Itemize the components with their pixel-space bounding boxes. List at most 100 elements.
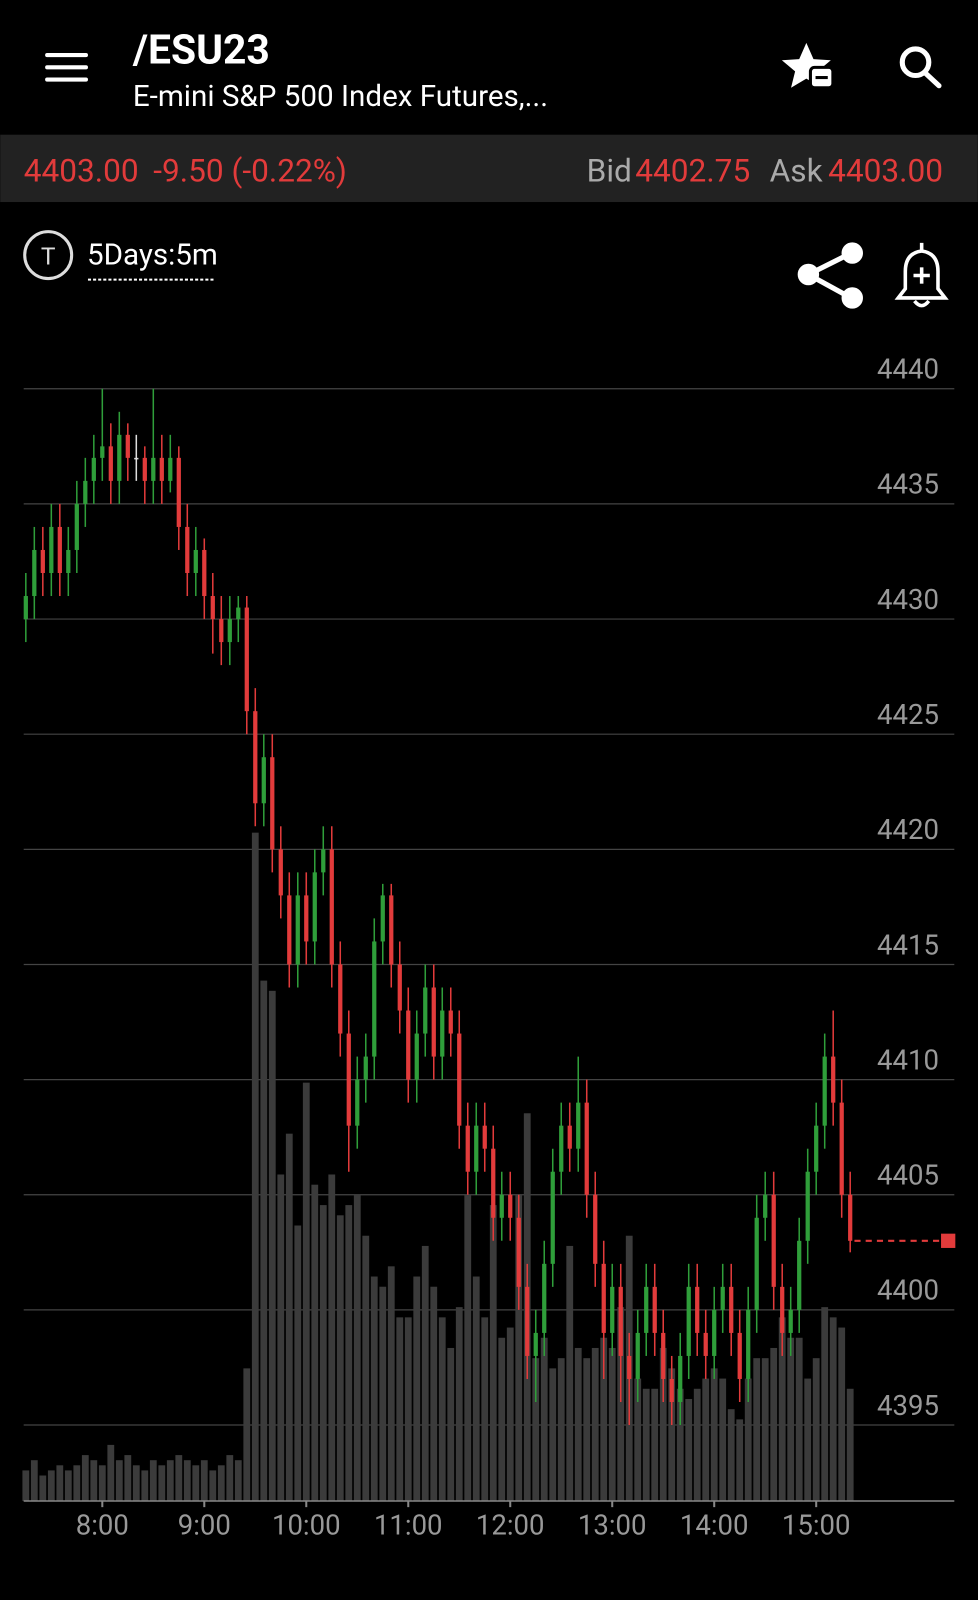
volume-bar [345, 1205, 353, 1502]
volume-bar [583, 1358, 591, 1502]
y-tick-label: 4420 [877, 813, 939, 846]
search-button[interactable] [899, 46, 942, 89]
volume-bar [540, 1337, 548, 1502]
volume-bar [829, 1317, 837, 1502]
candle-body [763, 1194, 768, 1218]
volume-bar [702, 1378, 710, 1502]
candle-body [771, 1194, 776, 1287]
candle-body [176, 457, 181, 527]
volume-bar [566, 1245, 574, 1502]
search-handle [922, 69, 942, 89]
volume-bar [47, 1470, 55, 1502]
last-price-marker [941, 1233, 956, 1248]
bell-icon [894, 249, 949, 300]
volume-bar [158, 1465, 166, 1502]
chart-type-button[interactable]: T [23, 230, 74, 281]
x-tick-label: 10:00 [272, 1509, 341, 1542]
volume-bar [107, 1444, 115, 1502]
volume-bar [804, 1378, 812, 1502]
candle-body [278, 849, 283, 896]
candle-body [627, 1355, 632, 1379]
volume-bar [124, 1455, 132, 1502]
volume-bar [498, 1337, 506, 1502]
x-tick-label: 11:00 [374, 1509, 443, 1542]
y-tick-label: 4410 [877, 1043, 939, 1076]
candle-body [567, 1125, 572, 1149]
candle-body [644, 1286, 649, 1333]
volume-bar [600, 1337, 608, 1502]
y-tick-label: 4400 [877, 1274, 939, 1307]
volume-bar [413, 1276, 421, 1502]
watchlist-button[interactable] [781, 42, 835, 90]
candle-body [695, 1286, 700, 1333]
volume-bar [472, 1276, 480, 1502]
candle-body [270, 757, 275, 850]
volume-bar [362, 1235, 370, 1502]
volume-bar [353, 1194, 361, 1502]
y-tick-label: 4440 [877, 353, 939, 386]
candle-body [516, 1217, 521, 1287]
candle-body [533, 1332, 538, 1356]
volume-bar [770, 1347, 778, 1502]
volume-bar [336, 1215, 344, 1502]
candle-body [261, 757, 266, 804]
volume-bar [430, 1286, 438, 1502]
volume-bar [736, 1419, 744, 1502]
share-button[interactable] [797, 242, 863, 309]
candle-body [423, 987, 428, 1034]
candle-body [788, 1309, 793, 1333]
candle-body [151, 457, 156, 481]
volume-bar [438, 1317, 446, 1502]
candle-body [550, 1171, 555, 1264]
candle-body [686, 1286, 691, 1356]
candle-body [100, 446, 105, 458]
candle-body [822, 1056, 827, 1126]
share-node [841, 287, 863, 309]
share-node [797, 263, 820, 286]
candle-body [482, 1125, 487, 1149]
volume-bar [166, 1460, 174, 1502]
volume-bar [812, 1358, 820, 1502]
alert-button[interactable] [894, 242, 949, 308]
volume-bar [115, 1460, 123, 1502]
x-tick-label: 9:00 [178, 1509, 231, 1542]
volume-bar [574, 1347, 582, 1502]
menu-button[interactable] [45, 53, 88, 82]
volume-bar [243, 1368, 251, 1502]
volume-bar [846, 1388, 854, 1502]
candle-body [465, 1125, 470, 1172]
candle-body [618, 1286, 623, 1356]
candle-body [304, 895, 309, 942]
candle-body [219, 619, 224, 643]
candle-body [797, 1240, 802, 1310]
candle-body [91, 457, 96, 481]
candle-body [210, 596, 215, 620]
volume-bar [506, 1327, 514, 1502]
ask-price: 4403.00 [828, 153, 943, 190]
candle-body [134, 457, 139, 460]
candle-body [397, 964, 402, 1011]
price-chart: 4440 4435 4430 4425 4420 4415 4410 4405 4400 4395… [22, 353, 956, 1542]
volume-bar [294, 1225, 302, 1502]
candle-body [236, 607, 241, 620]
volume-bar [693, 1388, 701, 1502]
volume-bar [787, 1337, 795, 1502]
ask-label: Ask [770, 153, 824, 190]
volume-bar [710, 1368, 718, 1502]
candle-body [635, 1332, 640, 1379]
share-node [841, 242, 863, 264]
quote-bar [0, 134, 978, 203]
candle-body [559, 1125, 564, 1172]
bid-label: Bid [587, 153, 632, 190]
volume-bar [617, 1307, 625, 1502]
period-button[interactable]: 5Days:5m [87, 238, 218, 281]
symbol-subtitle: E-mini S&P 500 Index Futures,... [133, 80, 548, 114]
candle-body [584, 1102, 589, 1195]
y-tick-label: 4405 [877, 1159, 939, 1192]
x-tick-label: 12:00 [476, 1509, 545, 1542]
candle-body [805, 1171, 810, 1241]
volume-bar [489, 1205, 497, 1502]
volume-bar [39, 1475, 47, 1502]
candle-body [440, 1010, 445, 1057]
y-tick-label: 4435 [877, 468, 939, 501]
